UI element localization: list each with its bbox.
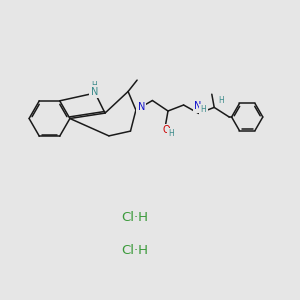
Text: N: N <box>138 101 145 112</box>
Text: H: H <box>169 129 175 138</box>
Text: N: N <box>91 86 98 97</box>
Text: Cl·H: Cl·H <box>122 244 148 257</box>
Text: Cl·H: Cl·H <box>122 211 148 224</box>
Text: O: O <box>163 125 171 135</box>
Text: N: N <box>194 101 202 111</box>
Text: H: H <box>200 105 206 114</box>
Text: H: H <box>218 96 224 105</box>
Text: H: H <box>92 81 98 90</box>
